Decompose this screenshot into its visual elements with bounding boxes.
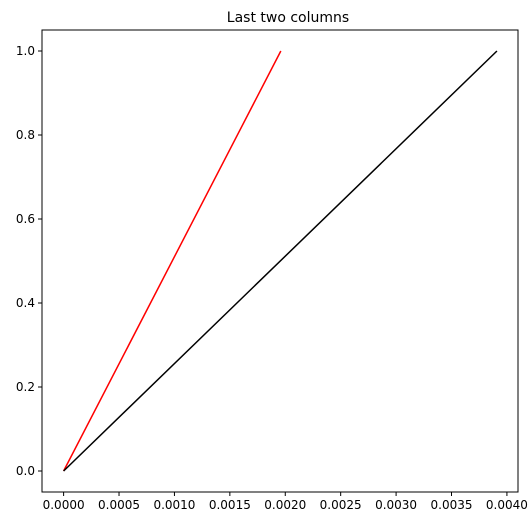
x-tick-label: 0.0040 xyxy=(486,498,528,512)
x-tick-label: 0.0005 xyxy=(98,498,140,512)
y-tick-label: 0.4 xyxy=(16,296,35,310)
x-tick-label: 0.0035 xyxy=(431,498,473,512)
x-tick-label: 0.0025 xyxy=(320,498,362,512)
x-tick-label: 0.0015 xyxy=(209,498,251,512)
series-line-1 xyxy=(62,50,282,472)
y-tick-label: 0.8 xyxy=(16,128,35,142)
x-tick-label: 0.0030 xyxy=(375,498,417,512)
y-tick-label: 1.0 xyxy=(16,44,35,58)
plot-area-frame xyxy=(41,29,519,493)
y-tick-label: 0.0 xyxy=(16,464,35,478)
x-axis: 0.0000 0.0005 0.0010 0.0015 0.0020 0.0025 0.00… xyxy=(43,492,528,512)
x-tick-label: 0.0020 xyxy=(264,498,306,512)
y-tick-label: 0.6 xyxy=(16,212,35,226)
x-tick-label: 0.0010 xyxy=(153,498,195,512)
series-line-2 xyxy=(63,50,498,472)
x-tick-label: 0.0000 xyxy=(43,498,85,512)
y-tick-label: 0.2 xyxy=(16,380,35,394)
chart-title: Last two columns xyxy=(227,10,349,26)
y-axis: 0.0 0.2 0.4 0.6 0.8 1.0 xyxy=(16,44,42,478)
series-layer xyxy=(62,50,498,472)
